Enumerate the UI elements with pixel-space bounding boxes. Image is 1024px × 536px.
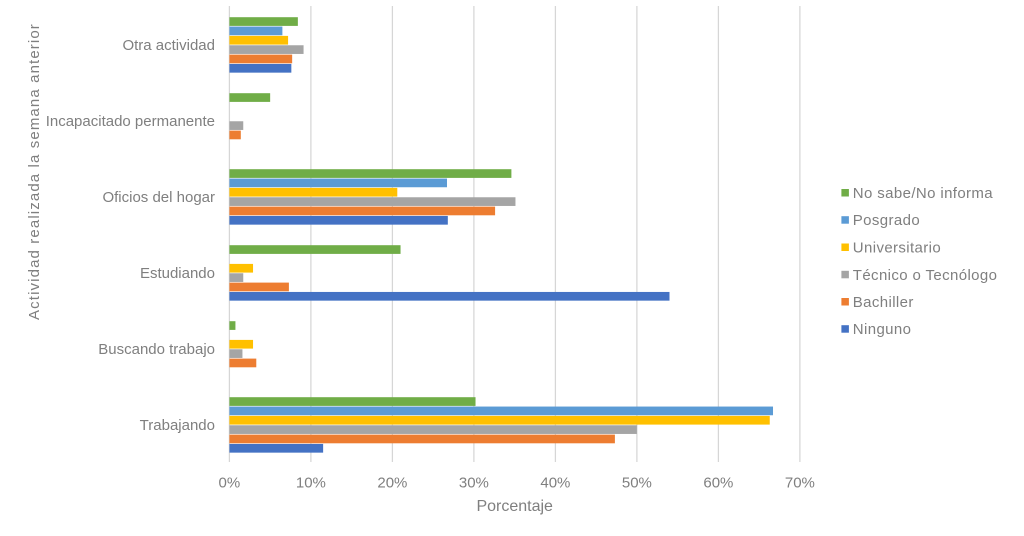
svg-text:Posgrado: Posgrado xyxy=(853,212,920,229)
svg-text:Otra actividad: Otra actividad xyxy=(122,37,215,54)
svg-text:70%: 70% xyxy=(785,475,815,492)
svg-text:Actividad realizada la semana: Actividad realizada la semana anterior xyxy=(26,23,43,320)
svg-text:Buscando trabajo: Buscando trabajo xyxy=(98,341,215,358)
svg-text:0%: 0% xyxy=(219,475,241,492)
svg-text:Bachiller: Bachiller xyxy=(853,294,914,311)
svg-text:Estudiando: Estudiando xyxy=(140,265,215,282)
svg-text:Oficios del hogar: Oficios del hogar xyxy=(102,189,215,206)
svg-text:50%: 50% xyxy=(622,475,652,492)
svg-text:Porcentaje: Porcentaje xyxy=(476,498,553,515)
svg-text:10%: 10% xyxy=(296,475,326,492)
svg-text:20%: 20% xyxy=(377,475,407,492)
svg-text:Técnico o Tecnólogo: Técnico o Tecnólogo xyxy=(853,267,998,284)
svg-text:30%: 30% xyxy=(459,475,489,492)
svg-text:40%: 40% xyxy=(540,475,570,492)
svg-text:Universitario: Universitario xyxy=(853,240,941,257)
svg-text:Trabajando: Trabajando xyxy=(140,417,215,434)
svg-text:Ninguno: Ninguno xyxy=(853,321,912,338)
svg-text:Incapacitado permanente: Incapacitado permanente xyxy=(46,113,215,130)
svg-text:60%: 60% xyxy=(703,475,733,492)
svg-text:No sabe/No informa: No sabe/No informa xyxy=(853,185,994,202)
